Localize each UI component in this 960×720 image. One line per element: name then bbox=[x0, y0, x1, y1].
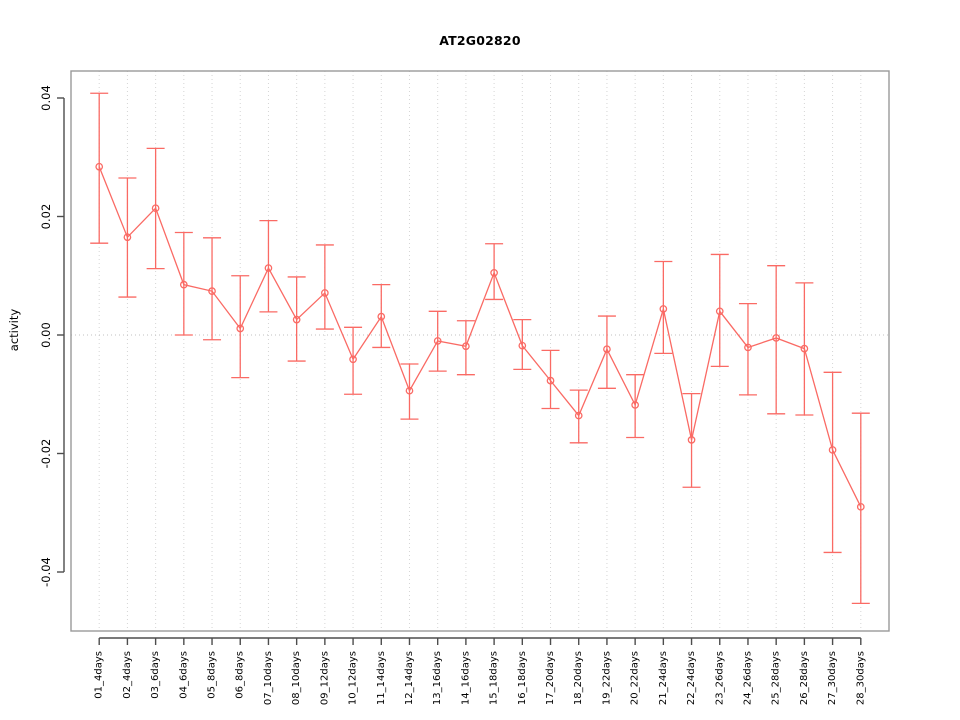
plot-frame bbox=[70, 70, 890, 632]
x-tick-label: 25_28days bbox=[771, 651, 782, 705]
x-tick-label: 04_6days bbox=[178, 651, 189, 699]
error-bar bbox=[823, 371, 842, 554]
data-point-marker bbox=[433, 337, 442, 345]
data-point-marker bbox=[603, 345, 611, 354]
data-point-marker bbox=[490, 268, 498, 277]
x-tick-label: 05_8days bbox=[207, 651, 218, 699]
x-tick-label: 15_18days bbox=[489, 651, 500, 705]
error-bar bbox=[541, 349, 560, 410]
y-tick-label: 0.00 bbox=[39, 322, 53, 348]
data-point-marker bbox=[518, 341, 527, 350]
data-series bbox=[90, 92, 870, 605]
page-title: AT2G02820 bbox=[439, 33, 521, 48]
data-point-marker bbox=[264, 264, 273, 272]
x-tick-label: 18_20days bbox=[573, 651, 584, 705]
y-tick-label: 0.04 bbox=[39, 85, 53, 111]
x-tick-label: 06_8days bbox=[235, 651, 246, 699]
data-point-marker bbox=[405, 386, 414, 395]
y-tick-label: 0.02 bbox=[39, 204, 53, 230]
data-point-marker bbox=[659, 305, 668, 313]
data-point-marker bbox=[574, 411, 583, 420]
y-tick-label: -0.04 bbox=[39, 557, 53, 587]
x-tick-label: 23_26days bbox=[714, 651, 725, 705]
error-bar bbox=[259, 219, 278, 313]
data-point-marker bbox=[828, 446, 837, 454]
data-point-marker bbox=[462, 342, 470, 351]
error-bar bbox=[456, 320, 475, 376]
error-bar bbox=[315, 244, 334, 330]
x-tick-label: 21_24days bbox=[658, 651, 669, 705]
x-tick-label: 10_12days bbox=[348, 651, 359, 705]
x-tick-label: 01_4days bbox=[94, 651, 105, 699]
x-tick-label: 20_22days bbox=[630, 651, 641, 705]
x-tick-label: 03_6days bbox=[150, 651, 161, 699]
series-connecting-line bbox=[98, 166, 862, 508]
data-point-marker bbox=[236, 324, 245, 333]
data-point-marker bbox=[546, 376, 555, 385]
data-point-marker bbox=[772, 334, 781, 342]
x-tick-label: 22_24days bbox=[686, 651, 697, 705]
x-tick-label: 09_12days bbox=[319, 651, 330, 705]
error-bar bbox=[682, 393, 701, 488]
x-tick-label: 14_16days bbox=[460, 651, 471, 705]
x-tick-label: 26_28days bbox=[799, 651, 810, 705]
data-point-marker bbox=[151, 204, 160, 213]
x-tick-label: 27_30days bbox=[827, 651, 838, 705]
error-bar bbox=[344, 326, 363, 395]
data-point-marker bbox=[631, 401, 639, 409]
error-bar bbox=[738, 302, 757, 396]
x-tick-label: 19_22days bbox=[601, 651, 612, 705]
data-point-marker bbox=[95, 162, 104, 171]
x-tick-label: 11_14days bbox=[376, 651, 387, 705]
x-tick-label: 28_30days bbox=[855, 651, 866, 705]
y-tick-label: -0.02 bbox=[39, 439, 53, 469]
error-bar bbox=[231, 275, 250, 379]
x-tick-label: 13_16days bbox=[432, 651, 443, 705]
data-point-marker bbox=[800, 344, 809, 353]
data-point-marker bbox=[687, 436, 696, 444]
x-tick-label: 24_26days bbox=[742, 651, 753, 705]
data-point-marker bbox=[349, 355, 357, 364]
x-tick-label: 16_18days bbox=[517, 651, 528, 705]
error-bar bbox=[203, 237, 222, 341]
data-point-marker bbox=[321, 289, 329, 297]
error-bar bbox=[851, 412, 870, 605]
x-axis: 01_4days 02_4days 03_6days 04_6days 05_8days… bbox=[94, 637, 866, 705]
data-point-marker bbox=[744, 343, 752, 352]
x-tick-label: 07_10days bbox=[263, 651, 274, 705]
data-point-marker bbox=[179, 280, 188, 289]
data-point-marker bbox=[856, 502, 865, 511]
data-point-marker bbox=[715, 307, 724, 316]
error-bar bbox=[767, 265, 786, 415]
data-point-marker bbox=[377, 312, 386, 321]
data-point-marker bbox=[208, 287, 216, 296]
error-bar bbox=[654, 260, 673, 355]
x-tick-label: 08_10days bbox=[291, 651, 302, 705]
x-tick-label: 12_14days bbox=[404, 651, 415, 705]
data-point-marker bbox=[123, 233, 132, 242]
y-axis: 0.04 0.02 0.00 -0.02 -0.04 bbox=[39, 85, 65, 587]
data-point-marker bbox=[292, 315, 301, 324]
x-tick-label: 17_20days bbox=[545, 651, 556, 705]
x-tick-label: 02_4days bbox=[122, 651, 133, 699]
